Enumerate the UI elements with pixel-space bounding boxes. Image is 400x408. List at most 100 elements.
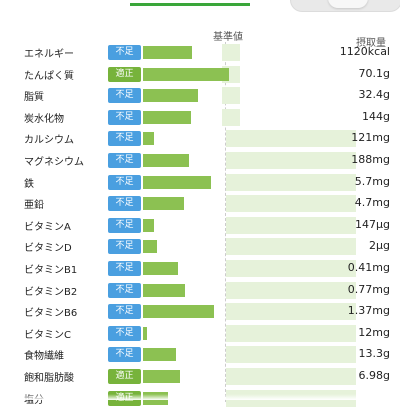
nutrient-row[interactable]: 食物繊維 不足 13.3g xyxy=(0,344,400,364)
intake-bar xyxy=(143,175,212,189)
status-badge: 適正 xyxy=(108,66,141,82)
intake-bar xyxy=(143,89,198,103)
view-toggle-knob[interactable] xyxy=(328,0,368,8)
nutrient-row[interactable]: マグネシウム 不足 188mg xyxy=(0,150,400,170)
nutrient-row[interactable]: たんぱく質 適正 70.1g xyxy=(0,64,400,84)
intake-amount: 2μg xyxy=(369,239,390,253)
status-badge: 不足 xyxy=(108,109,141,125)
reference-track xyxy=(226,346,356,364)
nutrient-row[interactable]: 炭水化物 不足 144g xyxy=(0,107,400,127)
intake-amount: 6.98g xyxy=(358,369,390,382)
intake-bar xyxy=(143,154,189,167)
reference-track xyxy=(226,281,356,299)
nutrient-name: カルシウム xyxy=(24,135,74,147)
intake-amount: 188mg xyxy=(351,153,390,166)
status-badge: 不足 xyxy=(108,347,141,363)
nutrient-row[interactable]: ビタミンC 不足 12mg xyxy=(0,323,400,343)
nutrient-name: 炭水化物 xyxy=(24,113,64,125)
status-badge: 不足 xyxy=(108,282,141,298)
reference-track xyxy=(226,260,356,277)
intake-amount: 4.7mg xyxy=(354,196,390,210)
nutrient-row[interactable]: 飽和脂肪酸 適正 6.98g xyxy=(0,366,400,386)
status-badge: 不足 xyxy=(108,88,141,104)
intake-bar xyxy=(143,197,184,211)
nutrient-name: ビタミンB2 xyxy=(24,286,78,298)
nutrient-name: 食物繊維 xyxy=(24,351,64,363)
reference-track xyxy=(222,108,240,126)
reference-line xyxy=(225,42,226,402)
intake-amount: 0.77mg xyxy=(347,282,390,296)
intake-bar xyxy=(143,67,230,81)
intake-amount: 144g xyxy=(362,109,390,123)
intake-bar xyxy=(143,370,180,383)
intake-amount: 1120kcal xyxy=(339,45,390,58)
reference-track xyxy=(226,130,356,148)
nutrient-name: ビタミンB1 xyxy=(24,265,78,276)
intake-amount: 1.37mg xyxy=(347,304,390,318)
intake-amount: 12mg xyxy=(358,325,390,339)
intake-amount: 0.41mg xyxy=(347,261,390,274)
status-badge: 不足 xyxy=(108,196,141,212)
reference-track xyxy=(226,152,356,169)
nutrient-row[interactable]: 脂質 不足 32.4g xyxy=(0,85,400,105)
nutrient-row[interactable]: 亜鉛 不足 4.7mg xyxy=(0,193,400,213)
intake-bar xyxy=(143,305,215,319)
nutrient-name: ビタミンB6 xyxy=(24,308,78,320)
status-badge: 不足 xyxy=(108,261,141,276)
intake-amount: 32.4g xyxy=(358,88,390,102)
reference-track xyxy=(226,238,356,256)
nutrient-name: たんぱく質 xyxy=(24,70,74,82)
nutrient-name: 脂質 xyxy=(24,92,44,104)
intake-amount: 13.3g xyxy=(358,347,390,361)
nutrient-name: エネルギー xyxy=(24,49,74,60)
status-badge: 適正 xyxy=(108,369,141,384)
status-badge: 不足 xyxy=(108,217,141,233)
intake-bar xyxy=(143,283,185,297)
reference-column-header: 基準値 xyxy=(213,32,243,43)
reference-track xyxy=(222,44,240,61)
reference-track xyxy=(226,173,356,191)
intake-bar xyxy=(143,326,148,340)
intake-amount: 121mg xyxy=(351,131,390,145)
nutrient-name: 飽和脂肪酸 xyxy=(24,373,74,384)
nutrient-row[interactable]: ビタミンB6 不足 1.37mg xyxy=(0,301,400,321)
status-badge: 不足 xyxy=(108,239,141,255)
nutrient-row[interactable]: ビタミンB2 不足 0.77mg xyxy=(0,280,400,300)
nutrient-row[interactable]: カルシウム 不足 121mg xyxy=(0,128,400,148)
status-badge: 不足 xyxy=(108,304,141,320)
nutrient-row[interactable]: ビタミンB1 不足 0.41mg xyxy=(0,258,400,278)
intake-bar xyxy=(143,240,157,254)
nutrient-name: ビタミンC xyxy=(24,329,71,341)
intake-amount: 5.7mg xyxy=(354,174,390,188)
nutrient-row[interactable]: エネルギー 不足 1120kcal xyxy=(0,42,400,62)
active-tab-indicator xyxy=(130,3,250,6)
nutrient-row[interactable]: ビタミンD 不足 2μg xyxy=(0,236,400,256)
status-badge: 不足 xyxy=(108,153,141,168)
intake-bar xyxy=(143,218,155,232)
status-badge: 不足 xyxy=(108,325,141,341)
status-badge: 不足 xyxy=(108,45,141,60)
reference-track xyxy=(226,216,356,234)
intake-bar xyxy=(143,262,179,275)
intake-bar xyxy=(143,132,155,146)
intake-amount: 147μg xyxy=(355,217,390,231)
nutrient-name: 鉄 xyxy=(24,178,34,190)
reference-track xyxy=(226,368,356,385)
nutrient-name: ビタミンA xyxy=(24,221,71,233)
reference-track xyxy=(226,324,356,342)
scroll-fade xyxy=(0,394,400,400)
top-tab-bar xyxy=(0,0,400,10)
nutrient-row[interactable]: 鉄 不足 5.7mg xyxy=(0,172,400,192)
status-badge: 不足 xyxy=(108,174,141,190)
reference-track xyxy=(226,303,356,321)
intake-bar xyxy=(143,46,193,59)
status-badge: 不足 xyxy=(108,131,141,147)
intake-amount: 70.1g xyxy=(358,66,390,80)
nutrient-name: マグネシウム xyxy=(24,157,84,168)
amount-column-header: 摂取量 xyxy=(356,38,386,49)
intake-bar xyxy=(143,348,176,362)
nutrient-name: 亜鉛 xyxy=(24,200,44,212)
reference-track xyxy=(222,87,240,105)
reference-track xyxy=(226,195,356,213)
nutrient-row[interactable]: ビタミンA 不足 147μg xyxy=(0,215,400,235)
